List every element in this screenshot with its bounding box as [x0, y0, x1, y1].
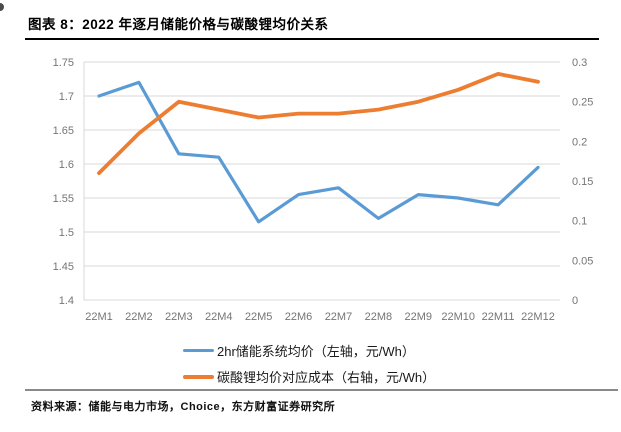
- legend-item-storage-price: 2hr储能系统均价（左轴，元/Wh）: [183, 341, 435, 360]
- chart-legend: 2hr储能系统均价（左轴，元/Wh） 碳酸锂均价对应成本（右轴，元/Wh）: [183, 341, 435, 386]
- orange-line-legend-marker: [183, 374, 214, 379]
- footer-divider-rule: [25, 389, 618, 391]
- left-axis-tick-label: 1.6: [59, 159, 74, 171]
- x-axis-tick-label: 22M10: [441, 311, 475, 323]
- data-source-note: 资料来源：储能与电力市场，Choice，东方财富证券研究所: [31, 401, 336, 413]
- legend-label-storage-price: 2hr储能系统均价（左轴，元/Wh）: [217, 344, 415, 359]
- x-axis-tick-label: 22M7: [325, 311, 353, 323]
- chart-title: 图表 8：2022 年逐月储能价格与碳酸锂均价关系: [28, 17, 329, 32]
- right-axis-tick-label: 0.1: [572, 216, 587, 228]
- x-axis-tick-label: 22M6: [285, 311, 313, 323]
- page-corner-bullet-dot: [0, 3, 4, 11]
- left-axis-tick-label: 1.45: [53, 261, 74, 273]
- series-line-lithium-cost-orange: [97, 72, 540, 176]
- right-axis-tick-label: 0.25: [572, 97, 593, 109]
- x-axis-tick-label: 22M2: [125, 311, 153, 323]
- right-axis-tick-label: 0.3: [572, 57, 587, 69]
- x-axis-tick-label: 22M5: [245, 311, 273, 323]
- x-axis-tick-label: 22M8: [365, 311, 393, 323]
- right-axis-tick-label: 0: [572, 295, 578, 307]
- right-axis-tick-label: 0.2: [572, 136, 587, 148]
- x-axis-tick-label: 22M4: [205, 311, 233, 323]
- legend-label-lithium-cost: 碳酸锂均价对应成本（右轴，元/Wh）: [217, 370, 436, 385]
- left-axis-tick-label: 1.4: [59, 295, 74, 307]
- legend-item-lithium-cost: 碳酸锂均价对应成本（右轴，元/Wh）: [183, 367, 435, 386]
- x-axis-tick-label: 22M12: [521, 311, 555, 323]
- left-axis-tick-label: 1.7: [59, 91, 74, 103]
- series-line-storage-price-blue: [97, 80, 540, 224]
- x-axis-tick-label: 22M11: [482, 311, 515, 323]
- title-underline-rule: [25, 38, 599, 40]
- blue-line-legend-marker: [183, 349, 214, 352]
- left-axis-tick-label: 1.65: [53, 125, 74, 137]
- left-axis-tick-label: 1.5: [59, 227, 74, 239]
- left-axis-tick-label: 1.75: [53, 57, 74, 69]
- right-axis-tick-label: 0.05: [572, 255, 593, 267]
- x-axis-tick-label: 22M3: [165, 311, 193, 323]
- left-axis-tick-label: 1.55: [53, 193, 74, 205]
- x-axis-tick-label: 22M9: [405, 311, 433, 323]
- x-axis-tick-label: 22M1: [85, 311, 113, 323]
- right-axis-tick-label: 0.15: [572, 176, 593, 188]
